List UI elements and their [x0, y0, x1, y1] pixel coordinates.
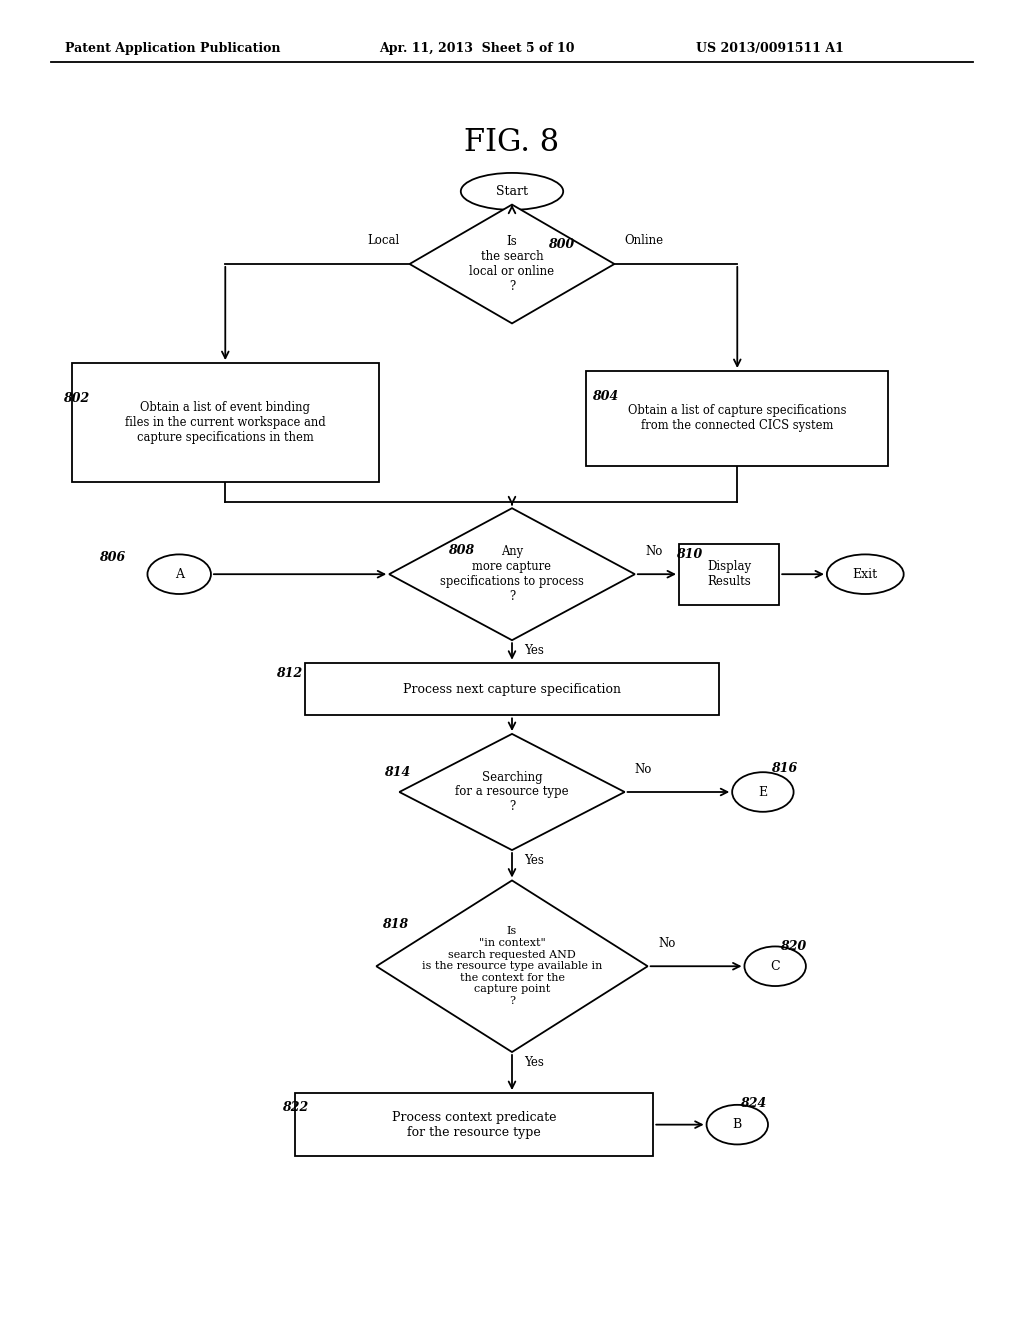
Text: Is
"in context"
search requested AND
is the resource type available in
the conte: Is "in context" search requested AND is … — [422, 927, 602, 1006]
Text: FIG. 8: FIG. 8 — [465, 127, 559, 158]
Ellipse shape — [461, 173, 563, 210]
Text: Patent Application Publication: Patent Application Publication — [65, 42, 280, 55]
Text: Any
more capture
specifications to process
?: Any more capture specifications to proce… — [440, 545, 584, 603]
Text: No: No — [645, 545, 663, 558]
Text: 818: 818 — [382, 917, 409, 931]
Text: Is
the search
local or online
?: Is the search local or online ? — [469, 235, 555, 293]
Text: A: A — [175, 568, 183, 581]
Text: Online: Online — [625, 234, 664, 247]
Text: 810: 810 — [676, 548, 702, 561]
Text: Yes: Yes — [524, 1056, 544, 1069]
Text: E: E — [759, 785, 767, 799]
Text: Searching
for a resource type
?: Searching for a resource type ? — [456, 771, 568, 813]
FancyBboxPatch shape — [72, 363, 379, 482]
Text: Apr. 11, 2013  Sheet 5 of 10: Apr. 11, 2013 Sheet 5 of 10 — [379, 42, 574, 55]
Text: 824: 824 — [740, 1097, 767, 1110]
FancyBboxPatch shape — [305, 663, 719, 715]
Text: No: No — [658, 937, 675, 950]
Polygon shape — [389, 508, 635, 640]
Text: Obtain a list of capture specifications
from the connected CICS system: Obtain a list of capture specifications … — [628, 404, 847, 433]
Text: Process next capture specification: Process next capture specification — [403, 682, 621, 696]
Text: 812: 812 — [276, 667, 303, 680]
Ellipse shape — [707, 1105, 768, 1144]
FancyBboxPatch shape — [679, 544, 779, 605]
Text: Display
Results: Display Results — [707, 560, 752, 589]
Ellipse shape — [827, 554, 903, 594]
Polygon shape — [410, 205, 614, 323]
Text: Exit: Exit — [853, 568, 878, 581]
Ellipse shape — [732, 772, 794, 812]
Text: Start: Start — [496, 185, 528, 198]
FancyBboxPatch shape — [295, 1093, 653, 1156]
Text: Yes: Yes — [524, 854, 544, 867]
Text: US 2013/0091511 A1: US 2013/0091511 A1 — [696, 42, 844, 55]
FancyBboxPatch shape — [586, 371, 888, 466]
Text: 802: 802 — [63, 392, 90, 405]
Text: B: B — [732, 1118, 742, 1131]
Text: Yes: Yes — [524, 644, 544, 657]
Text: Process context predicate
for the resource type: Process context predicate for the resour… — [392, 1110, 556, 1139]
Polygon shape — [377, 880, 648, 1052]
Text: No: No — [635, 763, 652, 776]
Text: C: C — [770, 960, 780, 973]
Text: Obtain a list of event binding
files in the current workspace and
capture specif: Obtain a list of event binding files in … — [125, 401, 326, 444]
Text: Local: Local — [368, 234, 399, 247]
Polygon shape — [399, 734, 625, 850]
Text: 804: 804 — [592, 389, 618, 403]
Ellipse shape — [147, 554, 211, 594]
Ellipse shape — [744, 946, 806, 986]
Text: 816: 816 — [771, 762, 798, 775]
Text: 806: 806 — [99, 550, 126, 564]
Text: 822: 822 — [282, 1101, 308, 1114]
Text: 820: 820 — [780, 940, 807, 953]
Text: 800: 800 — [548, 238, 574, 251]
Text: 814: 814 — [384, 766, 411, 779]
Text: 808: 808 — [449, 544, 475, 557]
